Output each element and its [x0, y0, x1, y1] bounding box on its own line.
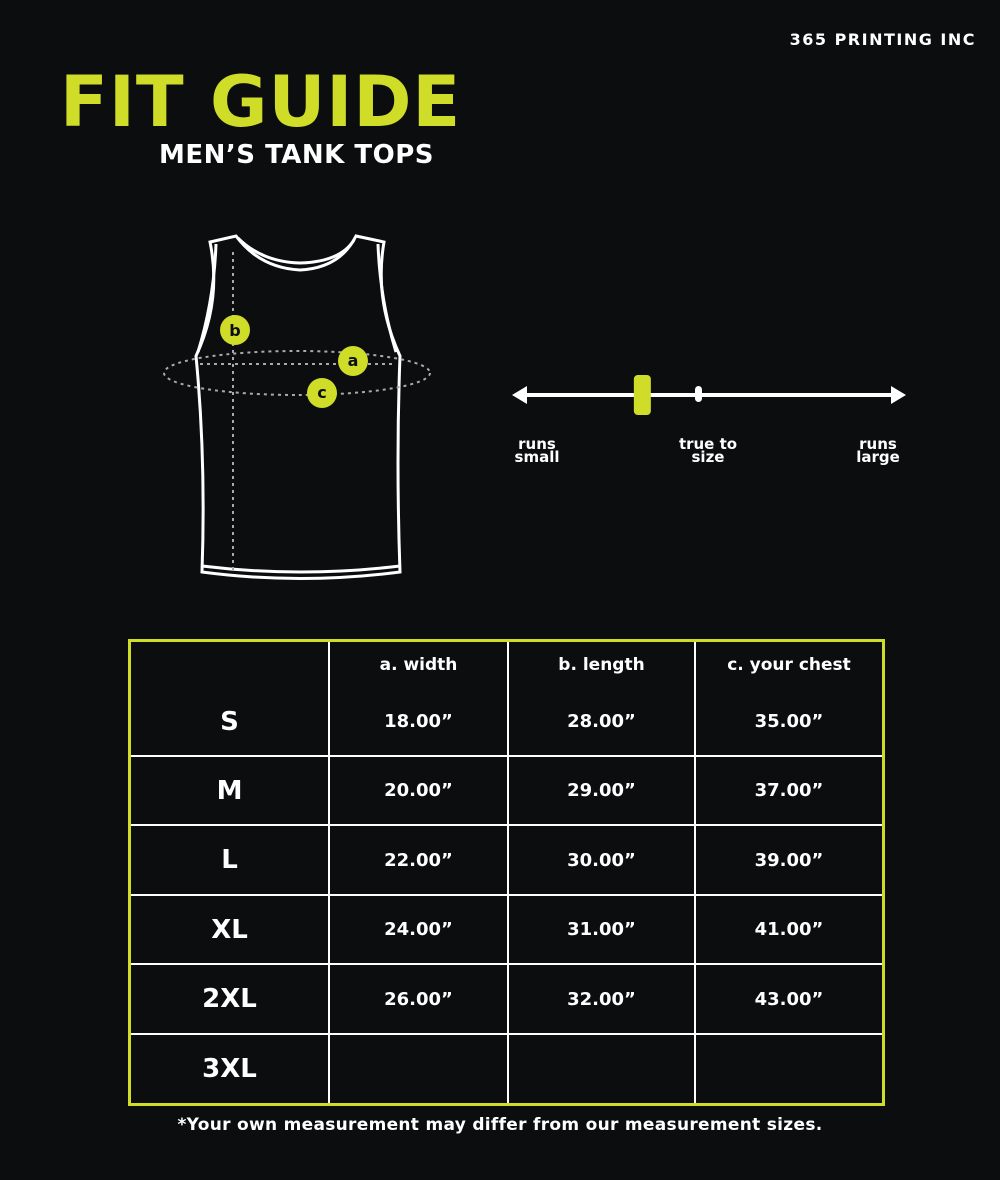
table-row: L 22.00” 30.00” 39.00”: [129, 824, 884, 896]
measurement-cell: 18.00”: [328, 688, 509, 757]
scale-label-line: large: [856, 448, 900, 466]
measurement-cell: 37.00”: [694, 754, 884, 827]
measurement-cell: 24.00”: [328, 893, 509, 966]
marker-a-label: a: [348, 351, 359, 370]
scale-label-line: small: [514, 448, 560, 466]
marker-c-label: c: [317, 383, 326, 402]
tank-neck-trim: [236, 236, 356, 265]
scale-label-line: true to: [678, 435, 738, 453]
measurement-cell: [507, 1032, 696, 1105]
measurement-cell: 28.00”: [507, 688, 696, 757]
size-chart-table: a. width b. length c. your chest S 18.00”…: [128, 639, 885, 1106]
chest-measure-line: [163, 350, 431, 396]
table-row: XL 24.00” 31.00” 41.00”: [129, 893, 884, 966]
header-cell: b. length: [507, 640, 696, 689]
true-to-size-tick: [695, 386, 702, 402]
arrow-right-icon: [891, 386, 906, 404]
tank-hem-trim: [201, 564, 401, 574]
tank-arm-trim-right: [376, 243, 398, 353]
footnote: *Your own measurement may differ from ou…: [177, 1115, 823, 1135]
header-cell: a. width: [328, 640, 509, 689]
measurement-cell: 39.00”: [694, 824, 884, 896]
tank-outline: [194, 234, 402, 580]
marker-b: [220, 315, 250, 345]
table-row: S 18.00” 28.00” 35.00”: [129, 688, 884, 757]
measurement-cell: 29.00”: [507, 754, 696, 827]
measurement-cell: 41.00”: [694, 893, 884, 966]
measurement-cell: 26.00”: [328, 963, 509, 1035]
size-cell: 2XL: [129, 963, 330, 1035]
measurement-cell: 20.00”: [328, 754, 509, 827]
table-row: 3XL: [129, 1032, 884, 1105]
fit-scale: [512, 375, 906, 415]
measurement-cell: 22.00”: [328, 824, 509, 896]
measurement-cell: [694, 1032, 884, 1105]
measurement-cell: 35.00”: [694, 688, 884, 757]
tank-top-diagram: b a c: [163, 234, 906, 580]
measurement-cell: 32.00”: [507, 963, 696, 1035]
scale-label-runs-large: runs large: [846, 435, 910, 466]
table-header-row: a. width b. length c. your chest: [129, 640, 884, 689]
measurement-cell: 43.00”: [694, 963, 884, 1035]
tank-arm-trim-left: [196, 243, 218, 353]
arrow-left-icon: [512, 386, 527, 404]
table-row: 2XL 26.00” 32.00” 43.00”: [129, 963, 884, 1035]
header-cell: [129, 640, 330, 689]
fit-position-marker: [633, 375, 651, 415]
scale-label-runs-small: runs small: [505, 435, 569, 466]
marker-c: [307, 378, 337, 408]
size-cell: M: [129, 754, 330, 827]
table-row: M 20.00” 29.00” 37.00”: [129, 754, 884, 827]
measurement-cell: [328, 1032, 509, 1105]
header-cell: c. your chest: [694, 640, 884, 689]
scale-label-line: size: [691, 448, 725, 466]
marker-a: [338, 346, 368, 376]
size-cell: 3XL: [129, 1032, 330, 1105]
measurement-cell: 31.00”: [507, 893, 696, 966]
scale-label-line: runs: [859, 435, 897, 453]
brand-name: 365 PRINTING INC: [789, 30, 976, 49]
measurement-cell: 30.00”: [507, 824, 696, 896]
scale-label-true-to-size: true to size: [668, 435, 748, 466]
scale-label-line: runs: [518, 435, 556, 453]
marker-b-label: b: [229, 321, 240, 340]
size-cell: L: [129, 824, 330, 896]
page-subtitle: MEN’S TANK TOPS: [159, 140, 434, 170]
page-title: FIT GUIDE: [60, 61, 462, 143]
size-cell: XL: [129, 893, 330, 966]
size-cell: S: [129, 688, 330, 757]
